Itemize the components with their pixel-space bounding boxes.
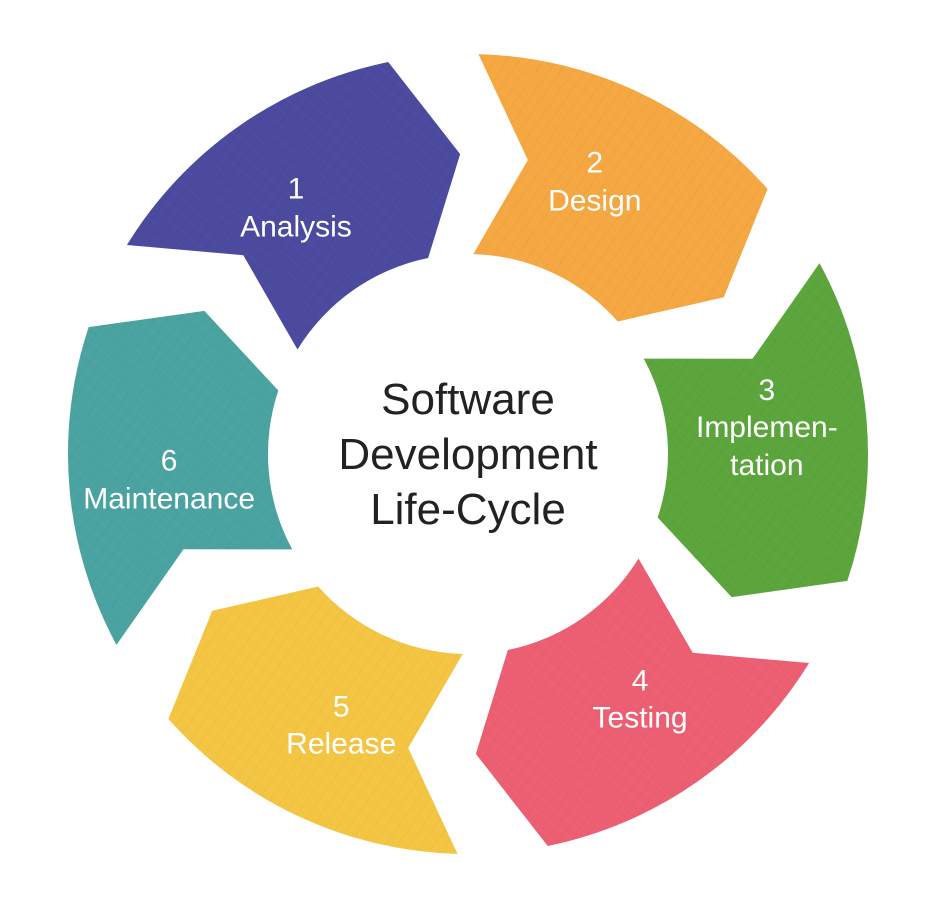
segment-label-4: 4 Testing	[593, 662, 688, 737]
segment-label-5: 5 Release	[286, 688, 396, 763]
segment-label-1: 1 Analysis	[240, 171, 352, 246]
segment-label-6: 6 Maintenance	[83, 443, 255, 518]
segment-label-2: 2 Design	[548, 145, 641, 220]
center-title: Software Development Life-Cycle	[278, 372, 658, 537]
sdlc-cycle-diagram: Software Development Life-Cycle 1 Analys…	[0, 0, 936, 908]
segment-label-3: 3 Implemen- tation	[696, 372, 838, 485]
